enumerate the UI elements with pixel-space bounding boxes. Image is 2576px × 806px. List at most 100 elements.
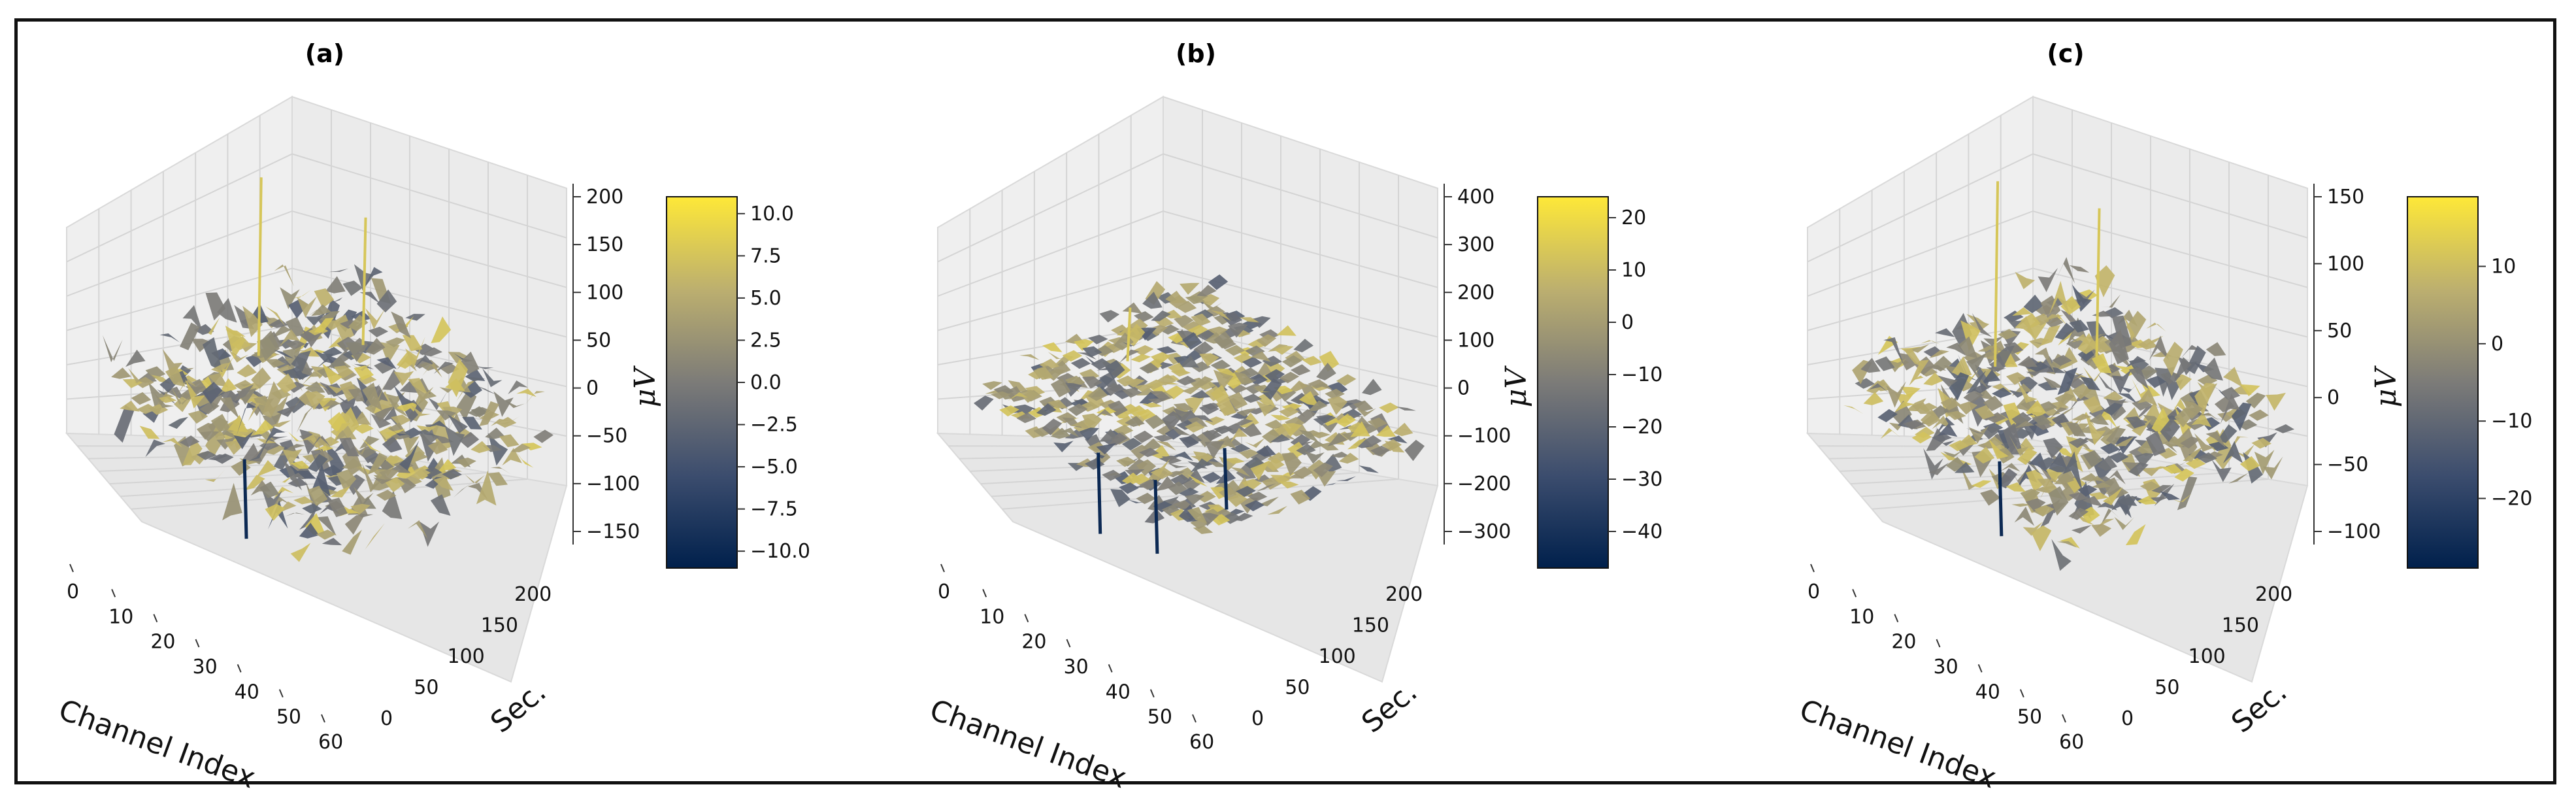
x-tick-label: 0 bbox=[938, 580, 950, 603]
spikes bbox=[1097, 307, 1229, 554]
z-tick-label: 400 bbox=[1457, 186, 1494, 209]
z-axis-label: μV bbox=[2370, 365, 2403, 408]
y-tick-label: 100 bbox=[448, 645, 485, 668]
y-tick-label: 100 bbox=[2188, 645, 2226, 668]
colorbar-tick-label: −5.0 bbox=[750, 456, 798, 479]
x-tick-label: 10 bbox=[980, 605, 1004, 628]
z-tick-label: −100 bbox=[2327, 520, 2381, 543]
z-tick-label: −200 bbox=[1457, 473, 1511, 495]
left-wall-pane bbox=[937, 95, 1164, 441]
x-tick-label: 0 bbox=[1808, 580, 1820, 603]
colorbar-tick-label: −30 bbox=[1621, 468, 1662, 491]
z-tick-label: 200 bbox=[586, 186, 623, 209]
y-axis-label: Sec. bbox=[484, 675, 552, 739]
y-tick-label: 0 bbox=[380, 707, 393, 730]
x-tick-label: 50 bbox=[1148, 706, 1172, 729]
x-tick-label: 20 bbox=[1021, 631, 1046, 654]
colorbar-tick-label: 0 bbox=[2491, 333, 2503, 356]
z-tick-label: 150 bbox=[2327, 186, 2364, 209]
x-tick-label: 60 bbox=[318, 731, 343, 754]
x-tick-label: 30 bbox=[1064, 656, 1089, 679]
colorbar-tick-label: 0.0 bbox=[750, 371, 782, 394]
z-tick-label: 0 bbox=[586, 377, 599, 400]
panel-title: (c) bbox=[2047, 39, 2084, 68]
colorbar-tick-label: −2.5 bbox=[750, 414, 798, 437]
x-tick-label: 20 bbox=[150, 631, 175, 654]
x-tick-label: 50 bbox=[2017, 706, 2042, 729]
panel-c: (c) 150 100 50 0 −50 −100 0 10 20 30 40 50 60 Channel … bbox=[1759, 22, 2576, 795]
x-tick-label: 10 bbox=[1849, 605, 1874, 628]
colorbar bbox=[1537, 196, 1609, 569]
colorbar-tick-label: 10 bbox=[2491, 256, 2516, 278]
z-tick-label: 300 bbox=[1457, 233, 1494, 256]
colorbar-tick-label: 20 bbox=[1621, 207, 1646, 229]
y-tick-label: 150 bbox=[1352, 614, 1389, 637]
figure-frame: (a) 200 150 100 50 0 −50 −100 −150 0 10 20 30 40 50 60 C… bbox=[14, 18, 2556, 795]
colorbar-tick-label: 2.5 bbox=[750, 329, 782, 352]
z-tick-label: 0 bbox=[1457, 377, 1470, 400]
colorbar-tick-label: 10 bbox=[1621, 259, 1646, 282]
colorbar bbox=[2407, 196, 2479, 569]
y-tick-label: 200 bbox=[514, 583, 552, 606]
y-tick-label: 0 bbox=[2121, 707, 2134, 730]
colorbar-tick-label: −7.5 bbox=[750, 498, 798, 521]
colorbar-tick-label: −10 bbox=[1621, 363, 1662, 386]
z-tick-label: −150 bbox=[586, 520, 640, 543]
y-tick-label: 0 bbox=[1251, 707, 1264, 730]
y-axis-label: Sec. bbox=[1355, 675, 1423, 739]
z-tick-label: 150 bbox=[586, 233, 623, 256]
colorbar-tick-label: 0 bbox=[1621, 311, 1634, 334]
z-axis-label: μV bbox=[629, 365, 662, 408]
panel-title: (a) bbox=[305, 39, 344, 68]
z-tick-label: −50 bbox=[586, 425, 627, 448]
surface bbox=[1843, 257, 2294, 571]
z-tick-label: −100 bbox=[586, 473, 640, 495]
panel-title: (b) bbox=[1176, 39, 1216, 68]
surface bbox=[103, 264, 553, 562]
colorbar-tick-label: −40 bbox=[1621, 520, 1662, 543]
colorbar-tick-label: −20 bbox=[1621, 416, 1662, 439]
y-tick-label: 200 bbox=[2255, 583, 2292, 606]
colorbar-tick-label: 7.5 bbox=[750, 244, 782, 267]
panel-a-svg: (a) 200 150 100 50 0 −50 −100 −150 0 10 20 30 40 50 60 C… bbox=[54, 39, 810, 795]
x-tick-label: 0 bbox=[67, 580, 79, 603]
z-tick-label: −300 bbox=[1457, 520, 1511, 543]
y-tick-label: 50 bbox=[2155, 677, 2179, 699]
z-tick-label: 100 bbox=[1457, 329, 1494, 352]
colorbar-tick-label: −20 bbox=[2491, 488, 2532, 511]
panel-b: (b) 400 300 200 100 0 −100 −200 −300 0 10 20 30 40 50 6… bbox=[889, 22, 1738, 795]
x-tick-label: 10 bbox=[108, 605, 133, 628]
colorbar-tick-label: −10.0 bbox=[750, 540, 810, 563]
colorbar bbox=[666, 196, 738, 569]
x-tick-label: 50 bbox=[276, 706, 301, 729]
panel-b-svg: (b)4003002001000−100−200−300010203040506… bbox=[925, 39, 1662, 795]
x-tick-label: 20 bbox=[1891, 631, 1916, 654]
surface bbox=[974, 274, 1425, 534]
spikes bbox=[242, 177, 367, 539]
z-tick-label: 0 bbox=[2327, 386, 2339, 409]
y-tick-label: 150 bbox=[2222, 614, 2259, 637]
colorbar-tick-label: 10.0 bbox=[750, 203, 794, 226]
panel-c-svg: (c)150100500−50−1000102030405060Channel … bbox=[1795, 39, 2532, 795]
z-tick-label: 50 bbox=[2327, 320, 2352, 343]
y-tick-label: 50 bbox=[414, 677, 438, 699]
z-tick-label: 100 bbox=[2327, 252, 2364, 275]
x-axis-label: Channel Index bbox=[54, 693, 259, 795]
z-axis-label: μV bbox=[1500, 365, 1533, 408]
panel-a: (a) 200 150 100 50 0 −50 −100 −150 0 10 20 30 40 50 60 C… bbox=[18, 22, 867, 795]
x-tick-label: 60 bbox=[2059, 731, 2084, 754]
z-tick-label: 100 bbox=[586, 281, 623, 304]
x-tick-label: 30 bbox=[1934, 656, 1958, 679]
y-tick-label: 50 bbox=[1285, 677, 1310, 699]
x-tick-label: 40 bbox=[1106, 680, 1131, 703]
x-tick-label: 30 bbox=[193, 656, 218, 679]
y-tick-label: 100 bbox=[1319, 645, 1356, 668]
z-tick-label: −100 bbox=[1457, 425, 1511, 448]
colorbar-tick-label: −10 bbox=[2491, 410, 2532, 433]
x-tick-label: 60 bbox=[1189, 731, 1214, 754]
x-tick-label: 40 bbox=[1975, 680, 2000, 703]
y-tick-label: 150 bbox=[481, 614, 518, 637]
spikes bbox=[1994, 181, 2101, 537]
z-tick-label: 200 bbox=[1457, 281, 1494, 304]
y-axis-label: Sec. bbox=[2225, 675, 2293, 739]
